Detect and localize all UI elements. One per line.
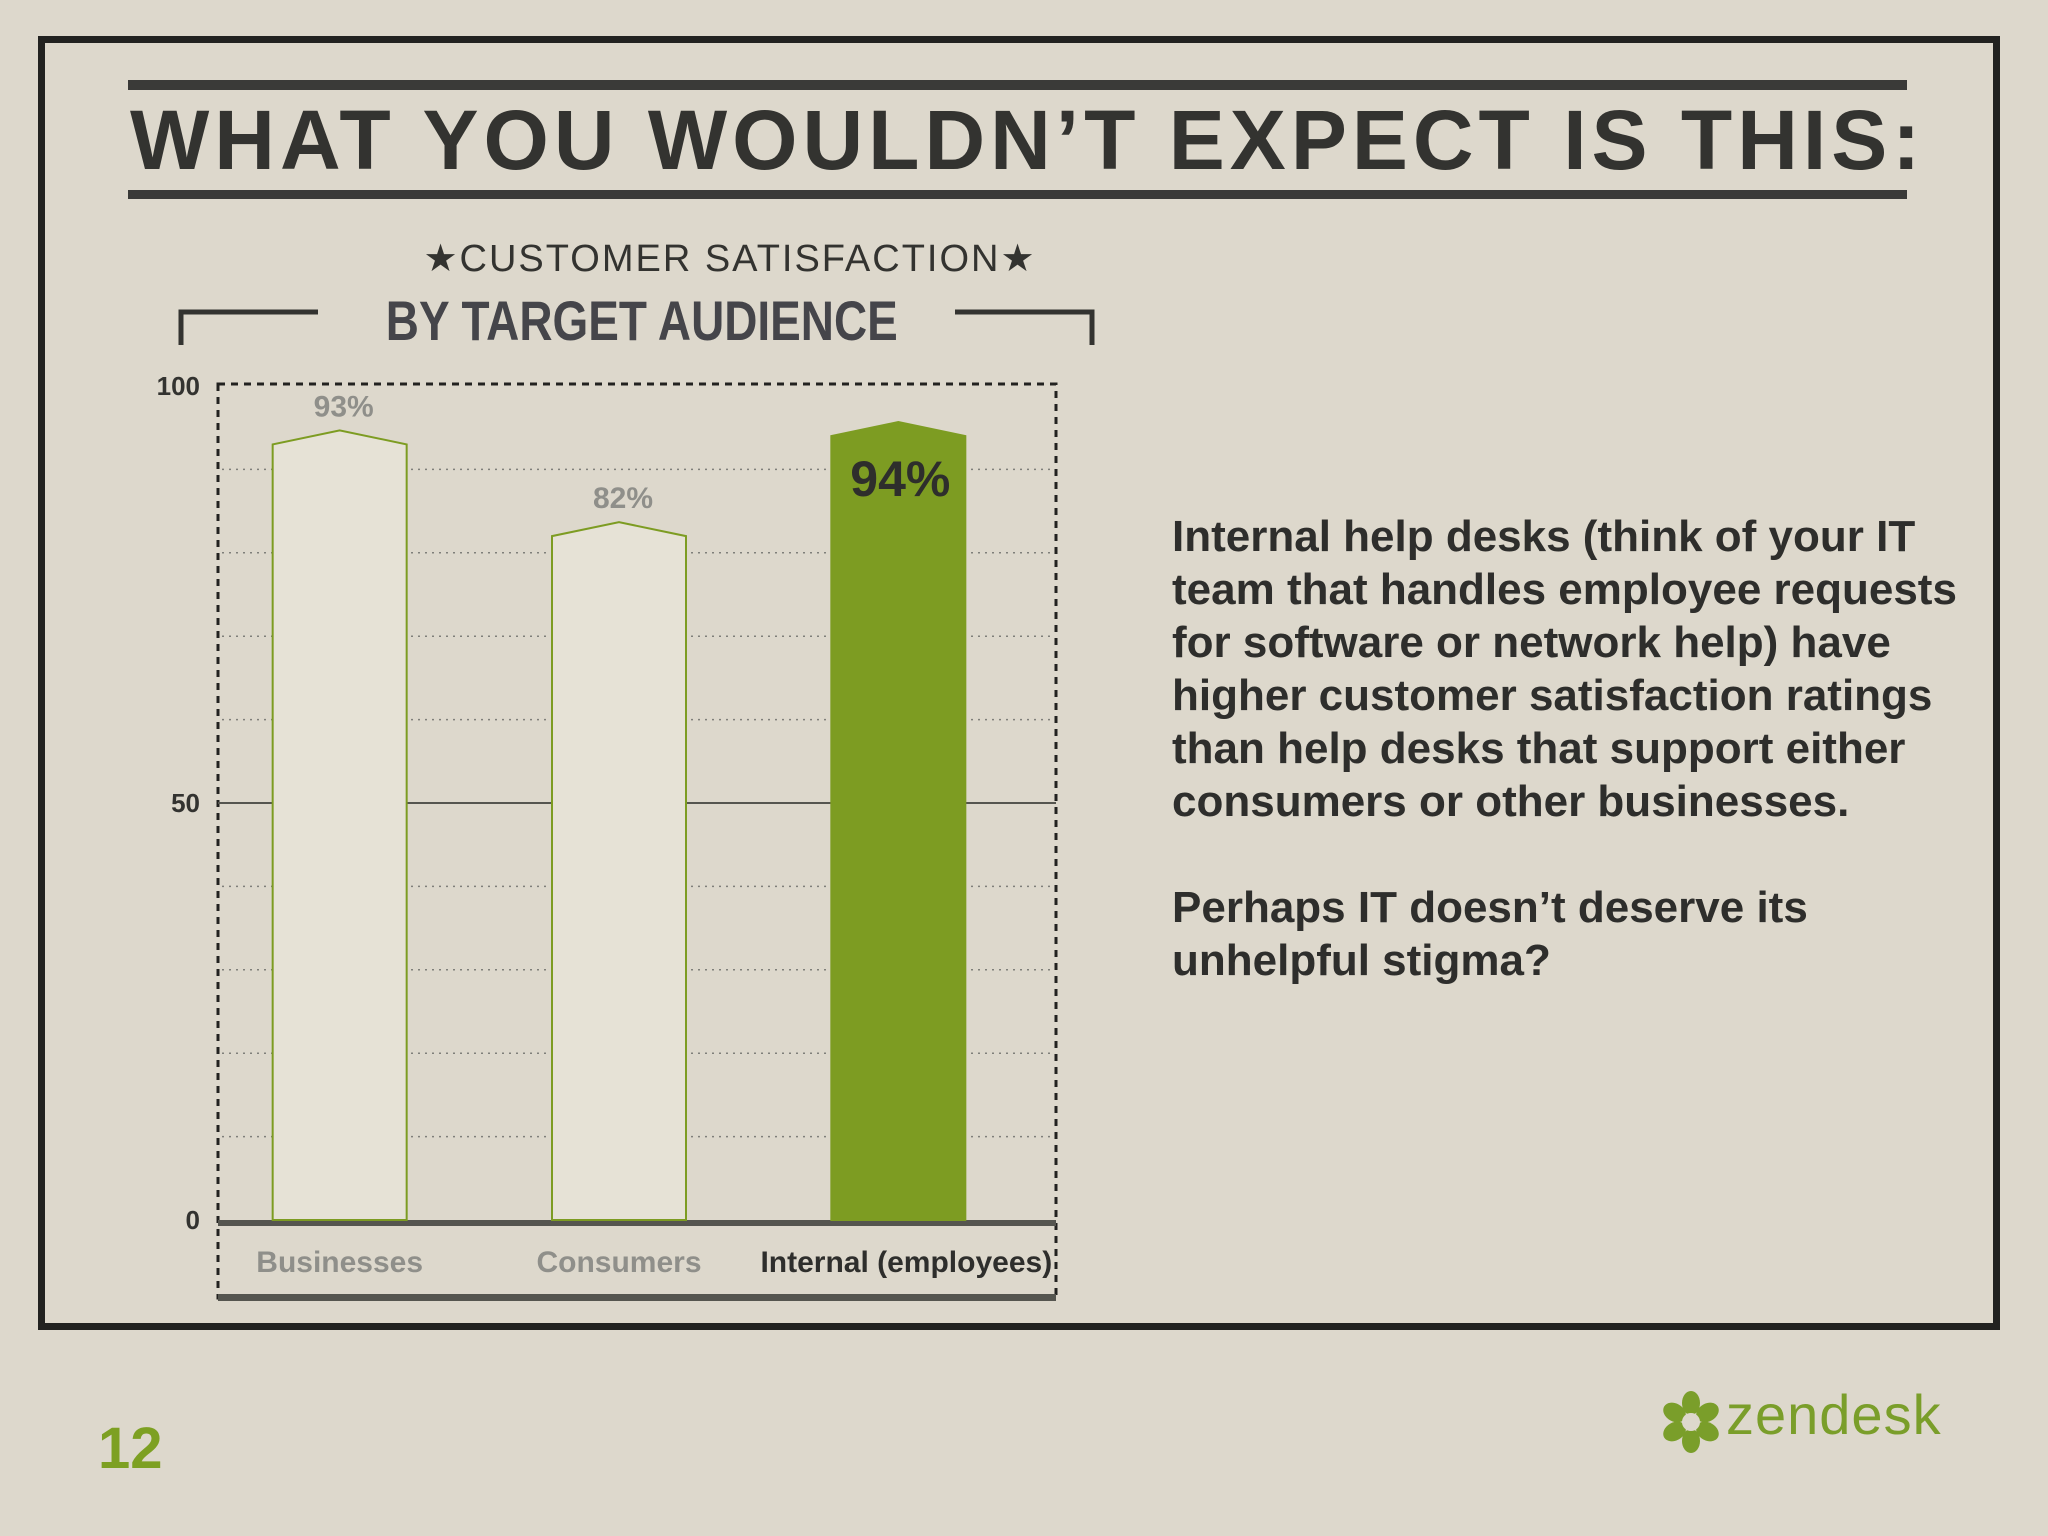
slide-frame <box>38 36 2000 1330</box>
page-number: 12 <box>98 1416 163 1481</box>
description: Internal help desks (think of your IT te… <box>1172 510 1972 1040</box>
y-tick-label: 0 <box>186 1205 200 1235</box>
chart-subtitle: BY TARGET AUDIENCE <box>385 289 898 352</box>
slide-title: WHAT YOU WOULDN’T EXPECT IS THIS: <box>130 93 1926 187</box>
bar-value-label: 82% <box>593 482 653 515</box>
bar <box>551 521 687 1221</box>
logo-text: zendesk <box>1726 1383 1942 1446</box>
chart-title: ★CUSTOMER SATISFACTION★ <box>423 238 1037 280</box>
bar <box>271 429 408 1221</box>
title-top-rule <box>128 80 1907 90</box>
y-tick-label: 100 <box>157 371 200 401</box>
bar-chart: 0 50 100 93% Businesses 82% Consumers 94% Intern… <box>157 371 1058 1301</box>
description-paragraph-2: Perhaps IT doesn’t deserve its unhelpful… <box>1172 883 1808 985</box>
y-tick-label: 50 <box>171 788 200 818</box>
chart-bottom-rule <box>218 1294 1056 1301</box>
description-paragraph-1: Internal help desks (think of your IT te… <box>1172 512 1957 826</box>
zendesk-logo: zendesk <box>1656 1380 1956 1460</box>
x-category-label: Internal (employees) <box>760 1246 1052 1279</box>
x-category-label: Businesses <box>256 1246 423 1279</box>
zendesk-flower-icon <box>1663 1391 1719 1453</box>
x-axis-line <box>218 1220 1056 1226</box>
bar-value-label: 94% <box>850 451 950 507</box>
bar <box>830 421 967 1221</box>
chart-title-bracket <box>178 309 1095 345</box>
title-bottom-rule <box>128 190 1907 199</box>
bar-value-label: 93% <box>314 390 374 423</box>
x-category-label: Consumers <box>536 1246 701 1279</box>
